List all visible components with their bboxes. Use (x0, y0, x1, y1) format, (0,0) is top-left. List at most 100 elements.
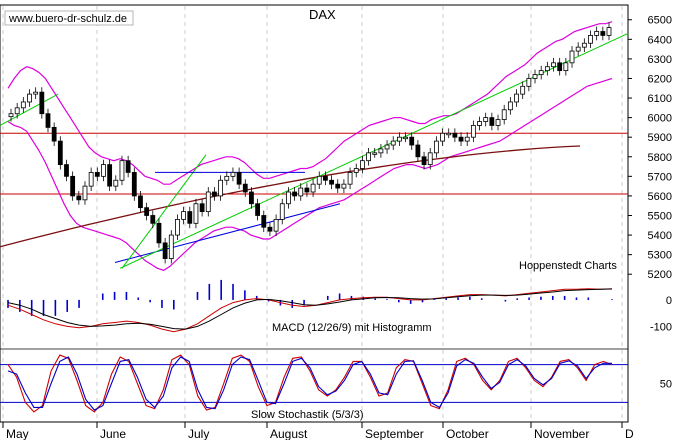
source-label: Hoppenstedt Charts (519, 260, 617, 272)
bollinger-bands (7, 21, 613, 271)
candle-up (514, 93, 519, 103)
candle-up (403, 136, 408, 140)
macd-title: MACD (12/26/9) mit Histogramm (272, 322, 432, 334)
candle-up (390, 140, 396, 146)
candle-up (606, 27, 612, 36)
candle-down (187, 211, 193, 224)
watermark-box (4, 10, 134, 26)
chart-frame (0, 4, 629, 423)
candle-up (286, 191, 291, 205)
x-tick-label: September (365, 427, 424, 440)
candle-down (150, 215, 156, 224)
bollinger-lower (7, 77, 613, 271)
stoch-d-line (7, 356, 612, 411)
candle-up (224, 175, 230, 181)
y-tick-label: 6400 (648, 34, 672, 46)
stoch-title: Slow Stochastik (5/3/3) (251, 409, 364, 421)
candle-down (94, 172, 100, 177)
trendline (0, 93, 59, 126)
candle-down (557, 62, 563, 72)
candle-down (255, 203, 260, 216)
candle-up (279, 203, 285, 220)
x-tick-label: July (188, 427, 209, 440)
candle-up (205, 191, 211, 212)
candle-up (193, 203, 199, 224)
candle-up (588, 35, 593, 44)
candle-up (551, 62, 556, 68)
candle-up (563, 62, 569, 72)
candle-down (335, 183, 341, 189)
candle-down (323, 175, 328, 181)
y-tick-label: 5300 (648, 250, 672, 262)
x-tick-label: D (625, 427, 634, 440)
candle-down (304, 187, 310, 193)
candlesticks (8, 22, 612, 264)
candle-up (310, 183, 316, 193)
trendline (121, 154, 207, 269)
stoch-k-line (7, 354, 613, 413)
candle-up (119, 160, 125, 181)
candle-down (489, 117, 495, 126)
candle-up (88, 172, 94, 187)
macd-signal-line (7, 288, 613, 330)
candle-down (261, 215, 267, 228)
candle-down (76, 195, 82, 201)
candle-down (138, 195, 143, 209)
candle-up (82, 185, 88, 201)
candle-down (107, 164, 113, 187)
candle-down (45, 113, 51, 128)
candle-down (236, 172, 242, 185)
x-tick-label: May (6, 427, 29, 440)
x-tick-label: October (446, 427, 489, 440)
candle-up (8, 113, 14, 118)
candle-down (131, 172, 137, 197)
candle-up (433, 140, 439, 154)
candle-up (581, 42, 587, 48)
candle-down (64, 164, 69, 177)
y-tick-label: 6200 (648, 73, 672, 85)
y-tick-label: 5200 (648, 269, 672, 281)
candle-up (230, 172, 236, 177)
x-tick-label: June (100, 427, 126, 440)
candle-up (396, 136, 402, 142)
candle-down (329, 179, 334, 185)
candle-up (440, 132, 445, 142)
y-tick-label: 6100 (648, 93, 672, 105)
y-tick-label: 6300 (648, 54, 672, 66)
candle-down (51, 127, 57, 142)
candle-down (452, 132, 458, 138)
stochastic-panel (7, 354, 613, 413)
candle-down (57, 140, 63, 165)
y-tick-label: 5800 (648, 152, 672, 164)
candle-up (347, 172, 353, 185)
candle-down (600, 31, 606, 36)
candle-up (384, 144, 390, 150)
candle-down (156, 222, 162, 244)
candle-up (353, 168, 359, 173)
candle-down (415, 144, 421, 158)
y-tick-label: 5900 (648, 132, 672, 144)
candle-up (464, 136, 470, 142)
x-tick-label: August (270, 427, 308, 440)
y-tick-label: 5700 (648, 171, 672, 183)
candle-up (168, 234, 174, 259)
candle-up (20, 101, 26, 109)
moving-average (0, 145, 581, 248)
candle-up (526, 78, 532, 87)
vertical-gridlines (2, 6, 623, 422)
chart-title: DAX (309, 7, 336, 22)
stoch-tick-label: 50 (660, 379, 672, 391)
candle-down (212, 191, 217, 197)
candle-up (113, 179, 119, 187)
x-axis: May June July August September October Novembe… (2, 422, 634, 440)
candle-up (341, 183, 347, 189)
trendline (114, 203, 341, 263)
y-tick-label: 5500 (648, 210, 672, 222)
candle-down (458, 136, 464, 142)
candle-up (181, 211, 187, 220)
candle-up (470, 125, 476, 138)
candle-up (544, 66, 550, 72)
candle-down (162, 242, 168, 259)
candle-up (378, 148, 384, 154)
candle-up (501, 109, 507, 120)
